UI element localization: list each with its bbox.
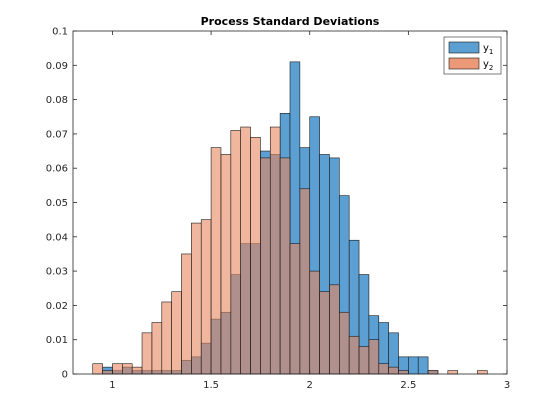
x-tick-label: 2.5 bbox=[400, 380, 416, 391]
histogram-bar bbox=[102, 370, 113, 375]
legend-label-1: y1 bbox=[483, 43, 493, 56]
y-tick-label: 0.05 bbox=[46, 198, 68, 209]
y-tick-label: 0 bbox=[62, 370, 68, 381]
histogram-bar bbox=[230, 130, 241, 375]
histogram-bar bbox=[210, 147, 222, 375]
x-tick-label: 1.5 bbox=[203, 380, 219, 391]
histogram-bar bbox=[309, 270, 320, 375]
bars-layer bbox=[92, 61, 488, 375]
histogram-bar bbox=[477, 370, 488, 375]
histogram-bar bbox=[181, 253, 192, 375]
x-tick-label: 2 bbox=[307, 380, 313, 391]
histogram-bar bbox=[408, 356, 419, 375]
histogram-bar bbox=[329, 284, 340, 375]
histogram-bar bbox=[339, 311, 350, 375]
histogram-bar bbox=[398, 370, 409, 375]
series-2-bars bbox=[92, 126, 488, 375]
histogram-bar bbox=[388, 366, 399, 375]
histogram-bar bbox=[131, 366, 143, 375]
histogram-bar bbox=[368, 339, 380, 375]
legend-swatch-1 bbox=[448, 41, 480, 54]
histogram-bar bbox=[171, 291, 182, 375]
legend-label-2: y2 bbox=[483, 59, 493, 72]
histogram-bar bbox=[378, 363, 389, 375]
histogram-bar bbox=[279, 157, 291, 375]
histogram-bar bbox=[417, 356, 429, 375]
x-tick-label: 3 bbox=[504, 380, 510, 391]
histogram-bar bbox=[319, 291, 330, 375]
x-tick-label: 1 bbox=[109, 380, 115, 391]
histogram-bar bbox=[122, 363, 133, 375]
y-tick-label: 0.03 bbox=[46, 267, 68, 278]
histogram-bar bbox=[240, 126, 251, 375]
y-tick-label: 0.08 bbox=[46, 95, 68, 106]
histogram-bar bbox=[250, 137, 261, 375]
y-tick-label: 0.07 bbox=[46, 129, 68, 140]
y-tick-label: 0.1 bbox=[52, 27, 68, 38]
ticks-layer: 1 1.5 2 2.5 3 0 0.01 0.02 0.03 0.04 0.05 0.06 0.07 0.… bbox=[46, 27, 510, 392]
histogram-bar bbox=[112, 363, 123, 375]
histogram-bar bbox=[151, 322, 163, 375]
histogram-bar bbox=[200, 219, 212, 375]
y-tick-label: 0.01 bbox=[46, 335, 68, 346]
histogram-bar bbox=[299, 188, 311, 375]
histogram-bar bbox=[447, 370, 458, 375]
histogram-bar bbox=[289, 243, 301, 375]
histogram-bar bbox=[220, 154, 232, 375]
chart-title: Process Standard Deviations bbox=[201, 15, 380, 28]
histogram-bar bbox=[358, 346, 370, 375]
y-tick-label: 0.02 bbox=[46, 301, 68, 312]
y-tick-label: 0.04 bbox=[46, 232, 68, 243]
histogram-bar bbox=[141, 332, 153, 375]
y-tick-label: 0.09 bbox=[46, 61, 68, 72]
y-tick-label: 0.06 bbox=[46, 164, 68, 175]
legend-swatch-2 bbox=[448, 57, 480, 70]
histogram-bar bbox=[92, 363, 103, 375]
histogram-bar bbox=[427, 370, 439, 375]
histogram-bar bbox=[191, 222, 202, 375]
histogram-bar bbox=[269, 126, 281, 375]
histogram-bar bbox=[348, 335, 360, 375]
histogram-bar bbox=[260, 157, 271, 375]
histogram-bar bbox=[161, 301, 172, 375]
